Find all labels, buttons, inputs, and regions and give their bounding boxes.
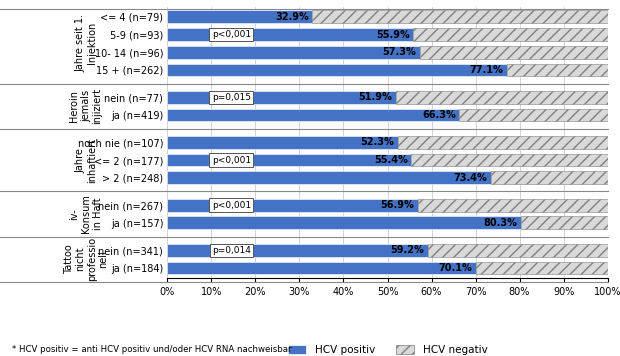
Bar	[428, 244, 608, 257]
Bar	[521, 216, 608, 229]
Text: iv-
Konsum
in Haft: iv- Konsum in Haft	[69, 195, 102, 234]
Text: Jahre
inhaftiert: Jahre inhaftiert	[75, 137, 97, 183]
Bar	[167, 262, 476, 274]
Text: 51.9%: 51.9%	[358, 92, 392, 102]
Text: p<0,001: p<0,001	[211, 201, 251, 210]
Text: Jahre seit 1.
Injektion: Jahre seit 1. Injektion	[75, 14, 97, 72]
Text: Heroin
jemals
injiziert: Heroin jemals injiziert	[69, 88, 102, 124]
Bar	[459, 109, 608, 121]
Bar	[167, 10, 312, 23]
Text: 59.2%: 59.2%	[391, 245, 425, 255]
Bar	[167, 199, 418, 211]
Bar	[167, 244, 428, 257]
Text: Tattoo
nicht
professio
nell: Tattoo nicht professio nell	[64, 237, 108, 281]
Bar	[167, 154, 411, 167]
Bar	[312, 10, 608, 23]
Text: 70.1%: 70.1%	[439, 263, 472, 273]
Text: * HCV positiv = anti HCV positiv und/oder HCV RNA nachweisbar: * HCV positiv = anti HCV positiv und/ode…	[12, 345, 292, 354]
Bar	[167, 171, 490, 184]
Bar	[507, 63, 608, 76]
Text: 66.3%: 66.3%	[422, 110, 456, 120]
Text: p=0,014: p=0,014	[212, 246, 250, 255]
Text: 56.9%: 56.9%	[381, 200, 414, 210]
Bar	[396, 91, 608, 104]
Bar	[411, 154, 608, 167]
Bar	[167, 136, 397, 149]
Text: 32.9%: 32.9%	[275, 12, 309, 22]
Bar	[167, 109, 459, 121]
Bar	[476, 262, 608, 274]
Bar	[167, 91, 396, 104]
Text: 52.3%: 52.3%	[360, 137, 394, 147]
Text: p<0,001: p<0,001	[211, 156, 251, 164]
Text: 57.3%: 57.3%	[383, 47, 416, 57]
Bar	[397, 136, 608, 149]
Text: 55.9%: 55.9%	[376, 30, 410, 40]
Text: 80.3%: 80.3%	[484, 218, 517, 228]
Bar	[167, 46, 420, 59]
Text: 55.4%: 55.4%	[374, 155, 408, 165]
Bar	[167, 216, 521, 229]
Text: 73.4%: 73.4%	[453, 173, 487, 183]
Text: 77.1%: 77.1%	[469, 65, 503, 75]
Bar	[167, 28, 414, 41]
Bar	[414, 28, 608, 41]
Legend: HCV positiv, HCV negativ: HCV positiv, HCV negativ	[283, 340, 492, 356]
Text: p<0,001: p<0,001	[211, 30, 251, 39]
Text: p=0,015: p=0,015	[211, 93, 250, 102]
Bar	[167, 63, 507, 76]
Bar	[418, 199, 608, 211]
Bar	[420, 46, 608, 59]
Bar	[490, 171, 608, 184]
